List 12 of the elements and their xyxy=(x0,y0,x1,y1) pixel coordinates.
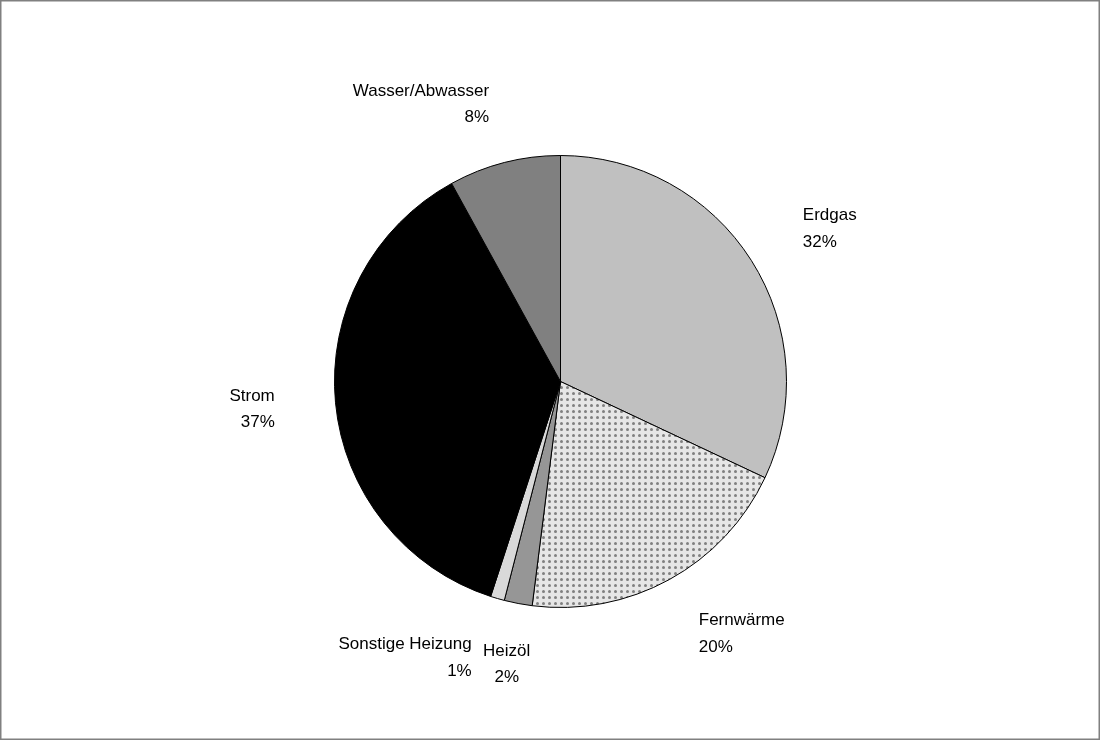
data-label: 32% xyxy=(802,231,837,251)
data-label: 2% xyxy=(494,667,520,687)
data-label: 37% xyxy=(240,412,275,432)
slice-label: Erdgas xyxy=(802,204,857,224)
data-label: 1% xyxy=(447,660,472,680)
slice-label: Strom xyxy=(229,385,275,405)
slice-label: Heizöl xyxy=(483,640,531,660)
data-label: 20% xyxy=(698,636,733,656)
slice-label: Sonstige Heizung xyxy=(338,634,472,654)
data-label: 8% xyxy=(464,107,490,127)
slice-label: Fernwärme xyxy=(698,610,785,630)
slice-label: Wasser/Abwasser xyxy=(352,80,490,100)
